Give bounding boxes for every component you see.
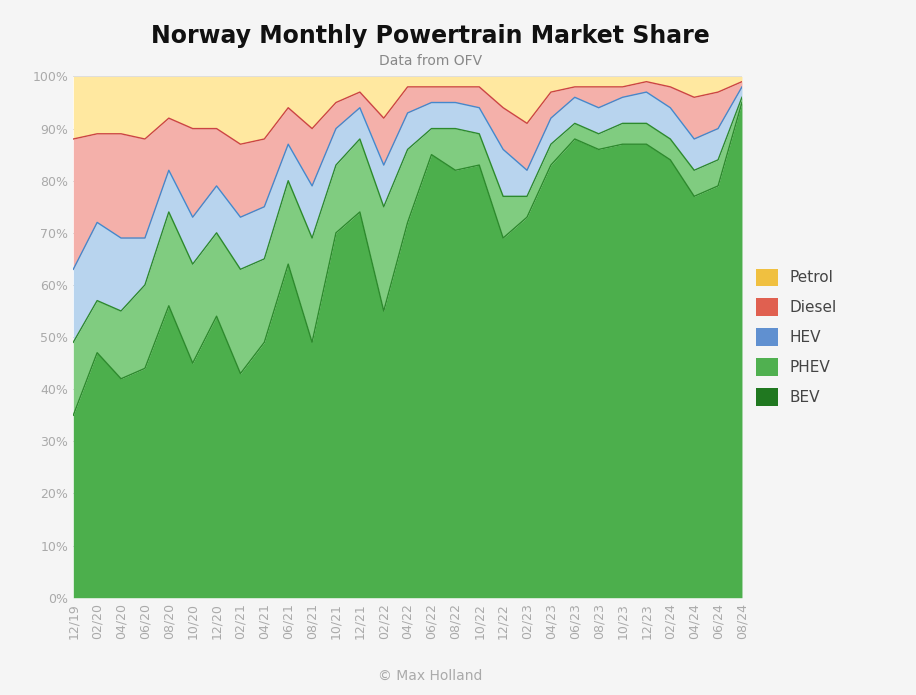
Text: Norway Monthly Powertrain Market Share: Norway Monthly Powertrain Market Share xyxy=(151,24,710,49)
Legend: Petrol, Diesel, HEV, PHEV, BEV: Petrol, Diesel, HEV, PHEV, BEV xyxy=(757,268,837,406)
Text: Data from OFV: Data from OFV xyxy=(379,54,482,68)
Text: © Max Holland: © Max Holland xyxy=(378,669,483,682)
